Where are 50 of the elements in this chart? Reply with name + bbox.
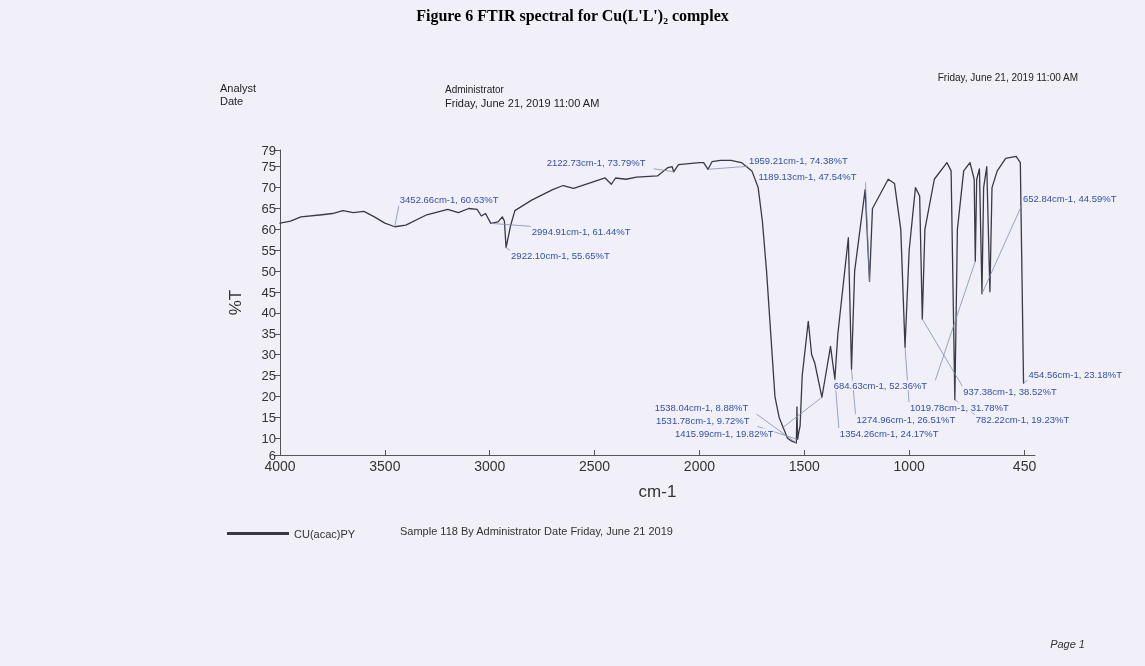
annotation: 1531.78cm-1, 9.72%T [656,414,750,426]
y-axis-title: %T [226,289,245,316]
x-tick-label: 450 [1012,458,1037,474]
y-tick-label: 65 [261,200,276,216]
y-tick-label: 20 [261,389,276,405]
text: Sample 118 By Administrator Date Friday, June 21 2019 [400,524,673,537]
annotation: 2122.73cm-1, 73.79%T [546,157,646,169]
annotation: 1959.21cm-1, 74.38%T [749,154,848,166]
x-tick-label: 3000 [474,458,506,474]
annotation: 1019.78cm-1, 31.78%T [910,401,1009,413]
annotation: 652.84cm-1, 44.59%T [1022,193,1117,205]
text: Administrator [445,83,505,95]
annotation: 1415.99cm-1, 19.82%T [674,427,774,439]
y-tick-label: 45 [261,284,276,300]
text: Friday, June 21, 2019 11:00 AM [445,96,600,109]
y-tick-label: 30 [261,347,276,363]
text: Friday, June 21, 2019 11:00 AM [937,71,1078,83]
annotation: 3452.66cm-1, 60.63%T [399,194,499,206]
annotation: 1189.13cm-1, 47.54%T [758,170,857,182]
chart-title: Figure 6 FTIR spectral for Cu(L'L')₂ complex [416,6,729,25]
y-tick-label: 25 [261,368,276,384]
annotation: 937.38cm-1, 38.52%T [963,385,1057,397]
x-tick-label: 3500 [369,458,401,474]
x-tick-label: 1500 [788,458,821,474]
annotation: 782.22cm-1, 19.23%T [975,414,1070,426]
text: CU(acac)PY [294,527,356,540]
x-tick-label: 2500 [579,458,611,474]
y-tick-label: 35 [261,326,276,342]
annotation: 1274.96cm-1, 26.51%T [856,413,956,425]
y-tick-label: 79 [261,142,276,158]
text: Page 1 [1050,637,1085,650]
y-tick-label: 75 [261,159,276,175]
y-tick-label: 70 [261,180,276,196]
y-tick-label: 50 [261,263,276,279]
text: Date [220,94,244,107]
y-tick-label: 40 [261,305,276,321]
annotation: 684.63cm-1, 52.36%T [833,379,928,391]
y-tick-label: 15 [261,409,276,425]
x-tick-label: 1000 [893,458,925,474]
annotation: 1538.04cm-1, 8.88%T [654,402,749,414]
y-tick-label: 10 [261,430,276,446]
annotation: 1354.26cm-1, 24.17%T [839,427,939,439]
x-tick-label: 2000 [683,458,716,474]
x-axis-title: cm-1 [638,482,677,501]
y-tick-label: 60 [261,221,276,237]
y-tick-label: 55 [261,242,276,258]
text: Analyst [220,81,257,94]
annotation: 454.56cm-1, 23.18%T [1028,368,1123,380]
annotation: 2922.10cm-1, 55.65%T [511,250,611,262]
annotation: 2994.91cm-1, 61.44%T [531,225,631,237]
